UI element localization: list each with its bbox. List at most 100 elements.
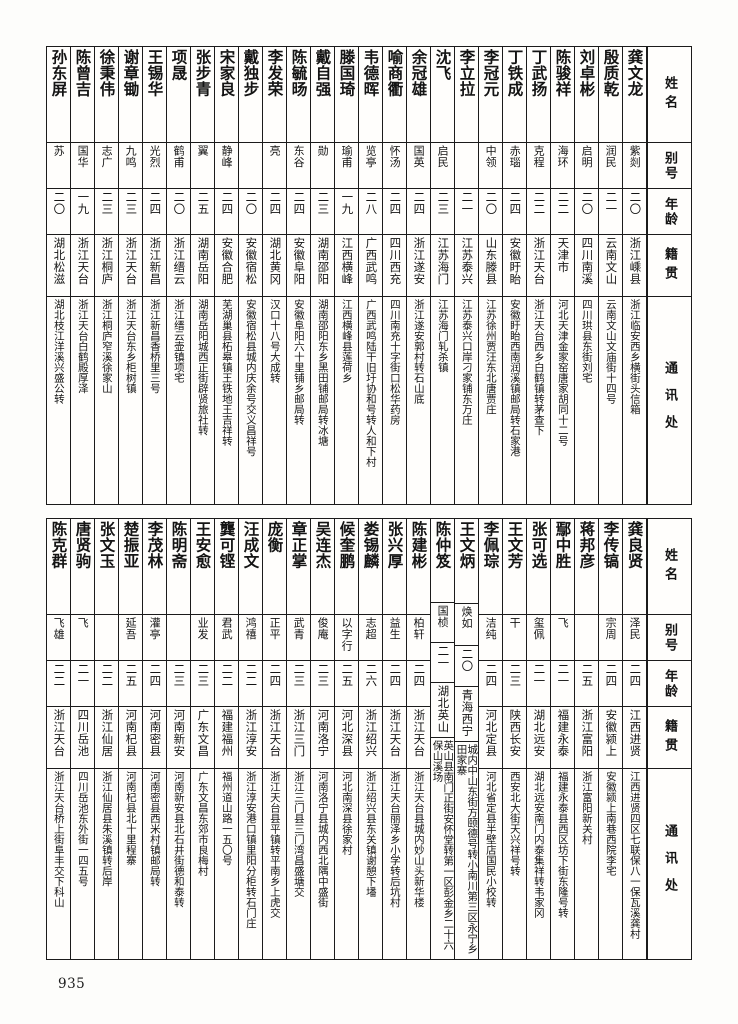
entry-origin-cell: 湖南岳阳: [191, 235, 214, 297]
entry-name: 陈骏祥: [553, 49, 573, 97]
entry-address-cell: 英山县南门正街安怀堂转第一区彭金乡二十六保山溪场: [431, 738, 455, 959]
entry-name: 戴自强: [313, 49, 333, 97]
entry-address-cell: 浙江富阳新关村: [575, 769, 598, 959]
entry-name-cell: 张文玉: [95, 519, 118, 615]
entry-name-cell: 项晟: [167, 47, 190, 143]
entry-alias: 正平: [268, 617, 282, 640]
entry-origin-cell: 浙江天台: [383, 707, 406, 769]
entry-alias-cell: [575, 615, 598, 661]
entry-address-cell: 四川珙县东街刘宅: [575, 297, 598, 504]
legend-name: 姓名: [662, 76, 677, 114]
entry-origin-cell: 河北定县: [479, 707, 502, 769]
entry-origin: 广西武鸣: [364, 237, 379, 285]
entry-name: 鄢中胜: [553, 521, 573, 569]
entry-origin: 江西进贤: [628, 709, 643, 757]
entry-age-cell: 一九: [71, 189, 94, 235]
entry-origin: 湖北松滋: [52, 237, 67, 285]
entry-age: 二三: [124, 191, 139, 215]
legend-age-cell: 年龄: [648, 189, 691, 235]
entry-name-cell: 韦德晖: [359, 47, 382, 143]
entry-name-cell: 章正掌: [287, 519, 310, 615]
entry-name: 李茂林: [145, 521, 165, 569]
entry-alias-cell: 紫剡: [623, 143, 646, 189]
entry-name: 余冠雄: [409, 49, 429, 97]
roster-entry-column: 陈曾吉 国华 一九 浙江天台 浙江天台白鹤殿厚泽: [71, 47, 95, 504]
entry-address-cell: 河北天津金家窑唐家胡同十二号: [551, 297, 574, 504]
entry-name: 项晟: [169, 49, 189, 81]
entry-name-cell: 丁铁成: [503, 47, 526, 143]
entry-address: 四川岳池东外街一四五号: [76, 771, 89, 887]
entry-origin-cell: 湖北黄冈: [263, 235, 286, 297]
entry-name: 吴连杰: [313, 521, 333, 569]
entry-address-cell: 湖南岳阳城西正街辟贤旅社转: [191, 297, 214, 504]
entry-age-cell: 二四: [287, 189, 310, 235]
entry-address: 河北南深县徐家村: [340, 771, 353, 855]
entry-age: 二〇: [484, 191, 499, 215]
entry-origin-cell: 浙江天台: [407, 707, 430, 769]
entry-origin-cell: 浙江嵊县: [623, 235, 646, 297]
entry-age-cell: 二二: [47, 661, 70, 707]
entry-address-cell: 河南密县西米村镇邮局转: [143, 769, 166, 959]
entry-origin: 浙江天台: [124, 237, 139, 285]
legend-alias: 别号: [662, 623, 677, 653]
entry-name-cell: 李传镐: [599, 519, 622, 615]
legend-name-cell: 姓名: [648, 47, 691, 143]
entry-origin: 河南密县: [148, 709, 163, 757]
entry-address: 浙江天台县平镇转平南乡上虎交: [268, 771, 281, 918]
entry-name-cell: 徐秉伟: [95, 47, 118, 143]
entry-address-cell: 浙江三门县三门湾昌盛塘交: [287, 769, 310, 959]
entry-address-cell: 江西进贤四区七联保八一保瓦溪龚村: [623, 769, 646, 959]
entry-name-cell: 沈飞: [431, 47, 454, 143]
legend-age: 年龄: [662, 669, 677, 699]
entry-name-cell: 谢章锄: [119, 47, 142, 143]
entry-address-cell: 城内中山东街方颐德号转小南川第三区永宁乡田家寨: [455, 742, 479, 959]
entry-name: 张兴厚: [385, 521, 405, 569]
entry-name-cell: 滕国琦: [335, 47, 358, 143]
entry-age: 二四: [268, 191, 283, 215]
entry-origin-cell: 云南文山: [599, 235, 622, 297]
entry-address: 河北天津金家窑唐家胡同十二号: [556, 299, 569, 446]
entry-alias-cell: 灌亭: [143, 615, 166, 661]
entry-name: 陈毓旸: [289, 49, 309, 97]
entry-address-cell: 安徽宿松县城内庆余号交义昌祥号: [239, 297, 262, 504]
entry-address: 浙江桐庐窄溪徐家山: [100, 299, 113, 394]
entry-address: 广西武鸣陆干旧圩协和号转人和下村: [364, 299, 377, 467]
entry-origin: 四川南溪: [580, 237, 595, 285]
roster-entry-column: 陈仲笈 国桢 二一 湖北英山 英山县南门正街安怀堂转第一区彭金乡二十六保山溪场: [431, 519, 455, 959]
entry-origin: 河北定县: [484, 709, 499, 757]
roster-entry-column: 谢章锄 九鸣 二三 浙江天台 浙江天台东乡柜树镇: [119, 47, 143, 504]
entry-age: 二五: [196, 191, 211, 215]
entry-name-cell: 陈毓旸: [287, 47, 310, 143]
roster-entry-column: 孙东屏苏二〇 湖北松滋 湖北枝江洋溪兴盛公转: [47, 47, 71, 504]
entry-origin: 青海西宁: [460, 688, 475, 737]
entry-name: 殷质乾: [601, 49, 621, 97]
entry-age-cell: 二三: [503, 661, 526, 707]
roster-entry-column: 庞衡 正平 二四 浙江天台 浙江天台县平镇转平南乡上虎交: [263, 519, 287, 959]
entry-name: 戴独步: [241, 49, 261, 97]
entry-address: 河南密县西米村镇邮局转: [148, 771, 161, 887]
roster-entry-column: 李冠元 中领 二〇 山东滕县 江苏徐州贾汪东北唐贾庄: [479, 47, 503, 504]
entry-origin: 安徽阜阳: [292, 237, 307, 285]
entry-alias: 怀汤: [388, 145, 402, 168]
entry-origin-cell: 广东文昌: [191, 707, 214, 769]
entry-name-cell: 陈克群: [47, 519, 70, 615]
entry-address: 四川南充十字街口松华药房: [388, 299, 401, 425]
entry-origin: 安徽合肥: [220, 237, 235, 285]
legend-address-cell: 通讯处: [648, 297, 691, 504]
entry-origin: 福建永泰: [556, 709, 571, 757]
entry-name: 宋家良: [217, 49, 237, 97]
entry-name: 龔可铿: [217, 521, 237, 569]
entry-name-cell: 王锡华: [143, 47, 166, 143]
entry-origin-cell: 浙江淳安: [239, 707, 262, 769]
entry-address-cell: 江西横峰县莲荷乡: [335, 297, 358, 504]
legend-alias: 别号: [662, 151, 677, 181]
entry-name-cell: 陈仲笈: [431, 519, 454, 603]
entry-origin: 浙江天台: [76, 237, 91, 285]
entry-name-cell: 王安愈: [191, 519, 214, 615]
entry-name-cell: 戴自强: [311, 47, 334, 143]
entry-alias: 勋: [316, 145, 330, 157]
entry-origin-cell: 山东滕县: [479, 235, 502, 297]
roster-entry-column: 李立拉 二一 江苏泰兴 江苏泰兴口岸刁家铺东万庄: [455, 47, 479, 504]
entry-name-cell: 陈曾吉: [71, 47, 94, 143]
entry-name-cell: 吴连杰: [311, 519, 334, 615]
